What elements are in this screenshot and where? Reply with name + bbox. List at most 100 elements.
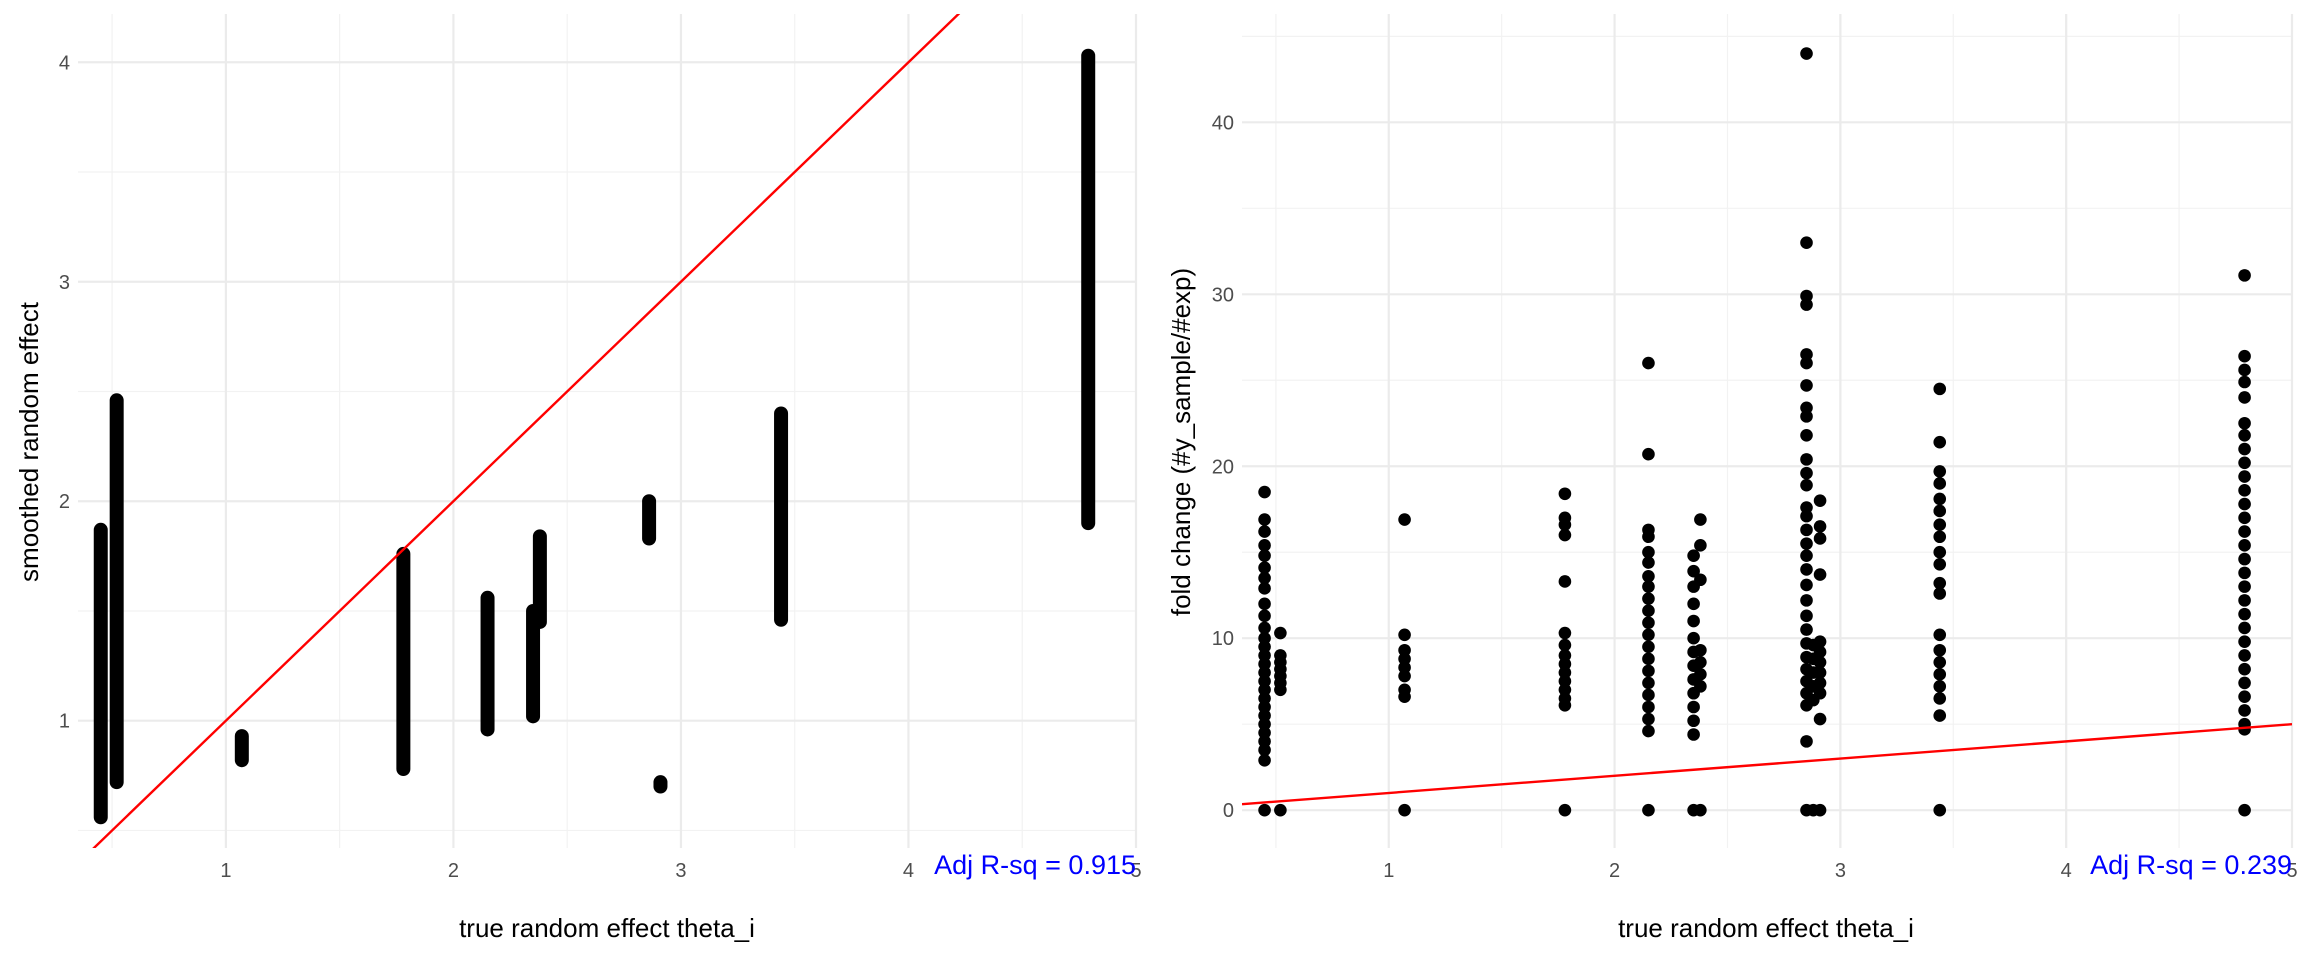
panel-2-reference-line	[1242, 722, 2292, 806]
panel-2-point	[2238, 580, 2251, 593]
panel-2-point	[1800, 609, 1813, 623]
panel-2-point	[1687, 700, 1700, 714]
panel-2-point	[1687, 549, 1700, 562]
panel-2-point	[1933, 545, 1947, 559]
panel-2-point	[1558, 803, 1572, 817]
panel-1-points	[93, 48, 1096, 825]
panel-2-point	[2238, 428, 2251, 442]
panel-2-point	[1558, 698, 1572, 712]
panel-2-point	[1933, 518, 1947, 532]
panel-2-point	[2238, 723, 2251, 736]
panel-2-point	[1800, 410, 1813, 423]
panel-2-point	[1933, 628, 1947, 642]
panel-2-x-axis-title: true random effect theta_i	[1618, 913, 1914, 943]
panel-2-point	[1642, 604, 1655, 617]
panel-2-point	[1800, 509, 1813, 523]
panel-2-point	[2238, 416, 2251, 430]
panel-1-gridlines	[78, 14, 1138, 848]
panel-2-point	[1694, 539, 1707, 552]
panel-1-x-axis-title: true random effect theta_i	[459, 913, 755, 943]
panel-2-point	[1642, 652, 1655, 666]
panel-2-point	[2238, 607, 2251, 621]
panel-smoothed-vs-true: 1 2 3 4 5 1 2 3 4 true random effect theta_i smo…	[14, 14, 1142, 943]
panel-fold-change-vs-true: 1 2 3 4 5 0 10 20 30 40 true random effect theta_…	[1166, 14, 2298, 943]
panel-1-fit-annotation: Adj R-sq = 0.915	[934, 850, 1136, 880]
panel-2-point	[1813, 712, 1827, 726]
panel-2-point	[2238, 552, 2251, 566]
panel-2-point	[1258, 609, 1271, 623]
panel-2-point	[1642, 724, 1655, 738]
panel-2-point	[2238, 676, 2251, 690]
panel-2-y-tick-label: 40	[1212, 112, 1234, 134]
panel-2-point	[1813, 655, 1827, 669]
panel-2-point	[2238, 484, 2251, 497]
panel-2-point	[1258, 754, 1271, 767]
panel-1-x-tick-label: 2	[448, 860, 459, 882]
panel-2-x-tick-label: 4	[2061, 860, 2072, 882]
panel-2-point	[2238, 635, 2251, 648]
panel-2-point	[1933, 587, 1947, 600]
panel-2-point	[1258, 743, 1271, 757]
panel-2-point	[1694, 655, 1707, 669]
panel-2-point	[1398, 669, 1411, 683]
panel-2-point	[1258, 571, 1271, 585]
panel-2-point	[1258, 803, 1271, 817]
panel-2-point	[1694, 643, 1707, 657]
panel-2-point	[1274, 626, 1287, 640]
panel-2-point	[1800, 236, 1813, 250]
panel-2-point	[1558, 528, 1572, 542]
panel-2-point	[1800, 537, 1813, 550]
panel-2-point	[1258, 485, 1271, 499]
panel-2-point	[1642, 447, 1655, 461]
panel-1-y-tick-label: 1	[59, 711, 70, 733]
panel-2-point	[2238, 375, 2251, 389]
panel-2-point	[1642, 676, 1655, 690]
panel-2-point	[2238, 662, 2251, 676]
panel-2-point	[1642, 530, 1655, 544]
panel-2-point	[1813, 568, 1827, 581]
panel-2-point	[1558, 638, 1572, 652]
panel-2-y-tick-label: 30	[1212, 284, 1234, 306]
panel-2-point	[1687, 631, 1700, 645]
panel-2-point	[2238, 442, 2251, 456]
panel-2-point	[1642, 712, 1655, 726]
panel-2-point	[2238, 621, 2251, 635]
panel-2-point	[2238, 470, 2251, 483]
panel-1-x-tick-label: 4	[903, 860, 914, 882]
panel-2-point	[1398, 803, 1411, 817]
panel-2-point	[2238, 539, 2251, 552]
panel-2-point	[1694, 513, 1707, 526]
panel-2-point	[1398, 628, 1411, 642]
panel-2-point	[2238, 594, 2251, 607]
panel-2-point	[2238, 566, 2251, 580]
panel-2-x-tick-label: 3	[1835, 860, 1846, 882]
panel-2-point	[1398, 513, 1411, 526]
panel-2-point	[1642, 580, 1655, 593]
panel-2-point	[1642, 803, 1655, 817]
panel-2-point	[1933, 530, 1947, 544]
panel-2-point	[1642, 688, 1655, 702]
panel-2-point	[1642, 556, 1655, 569]
panel-2-point	[1800, 379, 1813, 392]
panel-2-point	[2238, 456, 2251, 470]
panel-2-point	[1642, 700, 1655, 714]
panel-1-x-tick-label: 1	[220, 860, 231, 882]
panel-2-y-tick-label: 0	[1223, 800, 1234, 822]
panel-1-x-tick-label: 3	[675, 860, 686, 882]
panel-2-y-axis-title: fold change (#y_sample/#exp)	[1166, 268, 1196, 616]
panel-2-point	[1694, 668, 1707, 681]
panel-2-point	[1933, 709, 1947, 722]
panel-2-point	[1642, 616, 1655, 630]
panel-2-point	[1813, 666, 1827, 679]
panel-2-point	[1642, 640, 1655, 654]
panel-2-point	[1933, 477, 1947, 490]
panel-2-x-tick-label: 5	[2286, 860, 2297, 882]
panel-2-point	[1933, 465, 1947, 478]
panel-2-point	[1813, 676, 1827, 690]
panel-2-point	[1800, 428, 1813, 442]
panel-2-point	[1687, 564, 1700, 578]
panel-2-point	[1800, 466, 1813, 480]
panel-2-point	[1258, 597, 1271, 611]
panel-2-point	[1694, 803, 1707, 817]
